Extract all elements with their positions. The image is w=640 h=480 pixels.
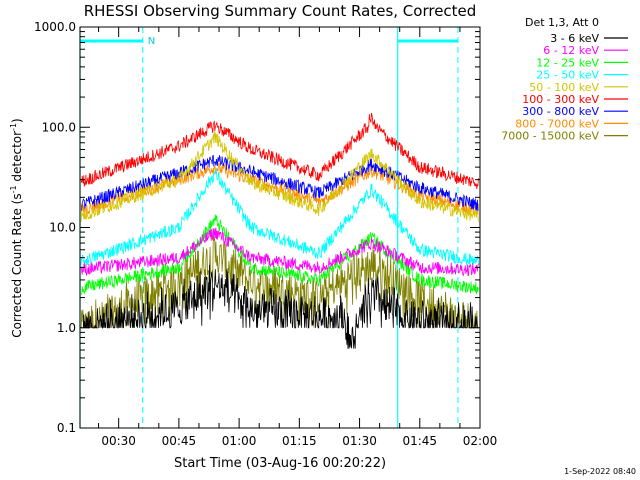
- legend-entry-label: 300 - 800 keV: [522, 105, 599, 118]
- series-line-7000-15000kev: [80, 231, 479, 329]
- x-tick-label: 00:45: [162, 434, 197, 448]
- y-axis-label-main: Corrected Count Rate (s: [10, 193, 24, 337]
- legend-entry-label: 800 - 7000 keV: [515, 117, 599, 130]
- series-line-3-6kev: [81, 264, 479, 349]
- series-line-12-25kev: [80, 214, 479, 296]
- legend-entry-label: 7000 - 15000 keV: [501, 130, 599, 143]
- y-axis-label-end: ): [10, 118, 24, 123]
- y-tick-label: 1000.0: [34, 20, 76, 34]
- x-tick-label: 02:00: [463, 434, 498, 448]
- legend-entry-label: 50 - 100 keV: [529, 81, 599, 94]
- axes: 0.1 1.0 10.0 100.0 1000.0 00:30 00:45 01:00 01:1…: [34, 20, 497, 448]
- y-axis-label-sup2: -1: [9, 123, 18, 131]
- y-tick-label: 10.0: [49, 221, 76, 235]
- legend-entry-label: 12 - 25 keV: [536, 56, 599, 69]
- x-tick-label: 01:00: [222, 434, 257, 448]
- y-axis-label-mid: detector: [10, 131, 24, 186]
- y-axis-label-sup1: -1: [9, 185, 18, 193]
- x-tick-label: 01:45: [402, 434, 437, 448]
- series-line-50-100kev: [80, 130, 479, 222]
- y-tick-label: 1.0: [57, 321, 76, 335]
- x-tick-label: 01:30: [342, 434, 377, 448]
- series-line-6-12kev: [80, 227, 479, 277]
- y-tick-label: 0.1: [57, 421, 76, 435]
- series-line-100-300kev: [80, 112, 479, 190]
- x-tick-label: 01:15: [282, 434, 317, 448]
- x-axis-label: Start Time (03-Aug-16 00:20:22): [174, 456, 386, 471]
- legend-entry-label: 3 - 6 keV: [550, 32, 599, 45]
- legend-entry-label: 100 - 300 keV: [522, 93, 599, 106]
- series-line-25-50kev: [80, 167, 479, 267]
- chart-title: RHESSI Observing Summary Count Rates, Co…: [84, 2, 477, 20]
- y-axis-label: Corrected Count Rate (s-1 detector-1): [9, 118, 24, 337]
- x-tick-label: 00:30: [101, 434, 136, 448]
- y-tick-label: 100.0: [42, 120, 76, 134]
- legend-entry-label: 25 - 50 keV: [536, 69, 599, 82]
- night-label: N: [148, 36, 155, 47]
- legend-title: Det 1,3, Att 0: [525, 16, 599, 29]
- series-line-300-800kev: [81, 154, 479, 212]
- legend-entry-label: 6 - 12 keV: [543, 44, 599, 57]
- generation-timestamp: 1-Sep-2022 08:40: [564, 467, 636, 476]
